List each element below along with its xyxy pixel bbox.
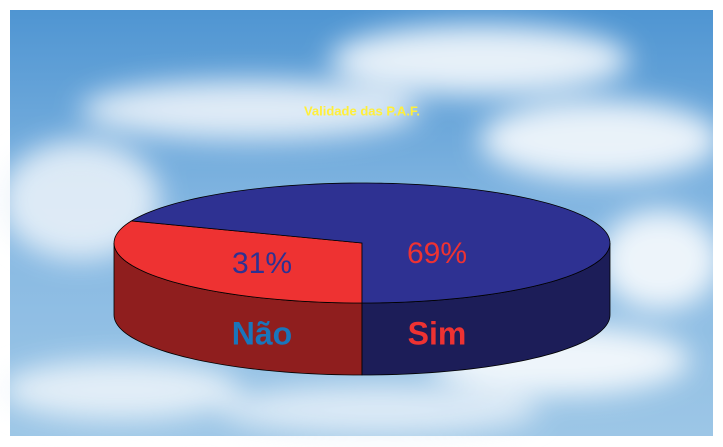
pie-slice <box>130 182 611 304</box>
category-label: Sim <box>408 315 467 351</box>
category-label: Não <box>232 315 292 351</box>
pie-slice <box>113 220 363 304</box>
value-label: 31% <box>232 247 292 280</box>
value-label: 69% <box>407 237 467 270</box>
chart-title: Validade das P.A.F. <box>304 103 420 118</box>
